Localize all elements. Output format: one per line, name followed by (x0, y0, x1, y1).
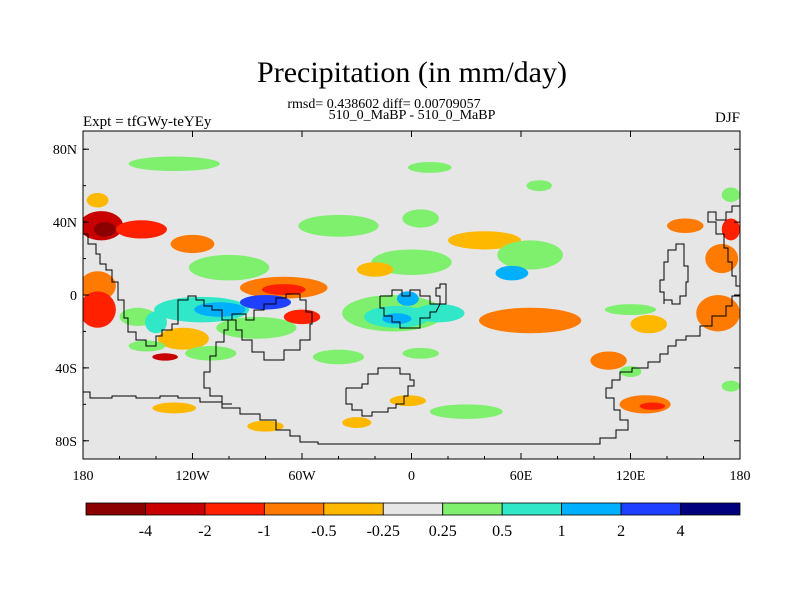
colorbar-label-3: -0.5 (311, 523, 336, 540)
anomaly-region-8 (128, 156, 220, 172)
x-tick-label-6: 180 (730, 469, 751, 484)
east-coastline (659, 243, 689, 305)
anomaly-region-11 (497, 240, 563, 270)
chart-runs-label: 510_0_MaBP - 510_0_MaBP (329, 108, 496, 123)
x-tick-label-4: 60E (510, 469, 533, 484)
anomaly-region-20 (239, 295, 292, 310)
colorbar-swatch-0 (85, 502, 146, 516)
colorbar-label-0: -4 (139, 523, 152, 540)
anomaly-layer (83, 156, 740, 432)
anomaly-region-43 (185, 346, 237, 361)
x-tick-label-1: 120W (175, 469, 210, 484)
colorbar-label-2: -1 (258, 523, 271, 540)
anomaly-region-12 (495, 265, 529, 281)
colorbar-swatch-7 (501, 502, 563, 516)
anomaly-region-4 (86, 192, 109, 208)
colorbar-swatch-4 (323, 502, 384, 516)
anomaly-region-36 (721, 218, 740, 241)
colorbar-swatch-9 (620, 502, 681, 516)
anomaly-region-41 (152, 353, 178, 361)
colorbar-swatch-5 (382, 502, 444, 516)
y-tick-label-1: 40N (53, 216, 77, 231)
anomaly-region-9 (407, 161, 452, 173)
colorbar-swatch-3 (263, 502, 325, 516)
anomaly-region-40 (83, 291, 116, 328)
americas-coastline (83, 233, 313, 405)
colorbar-swatch-10 (680, 502, 741, 516)
anomaly-region-53 (152, 402, 197, 414)
asia-coastline (707, 205, 740, 287)
colorbar-label-7: 1 (558, 523, 566, 540)
anomaly-region-6 (402, 209, 439, 228)
anomaly-region-35 (696, 295, 740, 332)
colorbar-swatch-6 (442, 502, 503, 516)
y-tick-label-0: 80N (53, 143, 77, 158)
anomaly-region-38 (721, 187, 740, 203)
anomaly-region-49 (639, 402, 666, 410)
anomaly-region-30 (396, 291, 419, 306)
anomaly-region-7 (526, 180, 553, 192)
colorbar-label-6: 0.5 (492, 523, 512, 540)
anomaly-region-44 (312, 349, 365, 365)
anomaly-region-37 (667, 218, 704, 234)
colorbar-swatch-1 (145, 502, 206, 516)
anomaly-region-2 (115, 220, 167, 239)
anomaly-region-54 (389, 395, 427, 407)
y-tick-label-2: 0 (70, 289, 77, 304)
anomaly-region-3 (170, 234, 215, 254)
anomaly-region-33 (604, 304, 657, 316)
colorbar-label-5: 0.25 (429, 523, 457, 540)
colorbar: -4 -2 -1 -0.5 -0.25 0.25 0.5 1 2 4 (85, 502, 741, 540)
southern-island-coastline (345, 367, 415, 417)
x-tick-label-2: 60W (288, 469, 316, 484)
anomaly-region-5 (298, 214, 379, 237)
anomaly-region-52 (429, 404, 503, 419)
chart-stats-label: rmsd= 0.438602 diff= 0.00709057 (287, 97, 480, 112)
colorbar-swatch-8 (561, 502, 622, 516)
anomaly-region-25 (283, 309, 321, 325)
anomaly-region-28 (382, 313, 412, 325)
anomaly-region-50 (342, 417, 372, 429)
anomaly-region-34 (705, 243, 739, 274)
y-tick-label-3: 40S (55, 362, 77, 377)
anomaly-region-55 (721, 380, 740, 392)
season-label: DJF (715, 110, 740, 126)
anomaly-region-15 (188, 254, 270, 281)
y-tick-label-4: 80S (55, 435, 77, 450)
anomaly-region-51 (247, 420, 284, 432)
anomaly-region-1 (93, 222, 116, 237)
anomaly-region-32 (630, 315, 667, 334)
anomaly-region-14 (356, 262, 394, 277)
anomaly-region-45 (402, 347, 439, 359)
experiment-label: Expt = tfGWy-teYEy (83, 114, 212, 130)
colorbar-label-8: 2 (617, 523, 625, 540)
x-tick-label-0: 180 (73, 469, 94, 484)
africa-coastline (379, 283, 447, 329)
y-axis: 80N 40N 0 40S 80S (53, 143, 740, 450)
x-tick-label-3: 0 (408, 469, 415, 484)
coastlines (83, 205, 740, 445)
colorbar-label-4: -0.25 (367, 523, 400, 540)
anomaly-region-24 (157, 327, 209, 350)
colorbar-swatch-2 (204, 502, 265, 516)
anomaly-region-10 (448, 231, 521, 250)
anomaly-region-17 (261, 284, 306, 295)
anomaly-region-31 (479, 307, 582, 334)
x-axis: 180 120W 60W 0 60E 120E 180 (73, 131, 751, 484)
anomaly-region-46 (590, 351, 627, 370)
colorbar-label-9: 4 (677, 523, 685, 540)
x-tick-label-5: 120E (616, 469, 646, 484)
colorbar-label-1: -2 (198, 523, 211, 540)
anomaly-region-22 (145, 311, 167, 334)
antarctic-coastline (83, 295, 740, 445)
chart-title: Precipitation (in mm/day) (257, 56, 567, 89)
